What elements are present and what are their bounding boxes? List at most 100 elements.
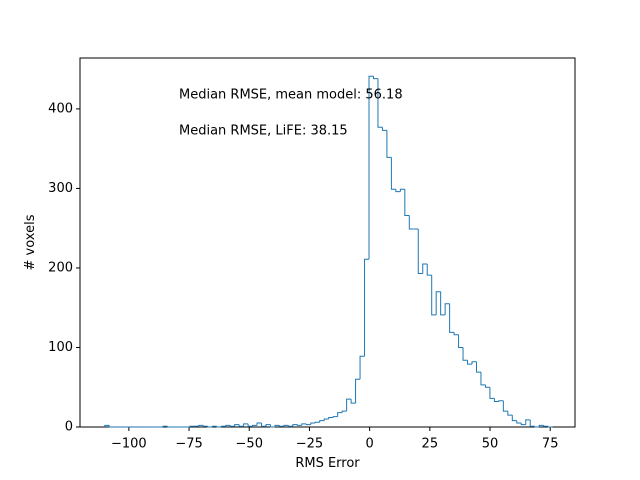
x-tick-label: −50 bbox=[236, 437, 263, 452]
annotation: Median RMSE, mean model: 56.18 bbox=[179, 88, 403, 103]
histogram-step bbox=[252, 424, 258, 427]
histogram-step bbox=[404, 189, 410, 216]
x-tick-label: 75 bbox=[542, 437, 559, 452]
x-tick-label: 0 bbox=[365, 437, 373, 452]
histogram-step bbox=[261, 423, 267, 427]
histogram-step bbox=[225, 424, 231, 427]
histogram-step bbox=[216, 426, 222, 428]
histogram-step bbox=[498, 400, 504, 402]
histogram-step bbox=[283, 424, 289, 427]
histogram-step bbox=[229, 425, 235, 427]
histogram-step bbox=[431, 275, 437, 316]
x-tick-label: −25 bbox=[296, 437, 323, 452]
x-tick-label: −75 bbox=[175, 437, 202, 452]
x-tick-label: 50 bbox=[482, 437, 499, 452]
histogram-step bbox=[234, 424, 240, 427]
histogram-step bbox=[453, 332, 459, 336]
histogram-step bbox=[458, 334, 464, 348]
histogram-step bbox=[350, 399, 356, 404]
histogram-step bbox=[310, 422, 316, 425]
histogram-step bbox=[538, 424, 544, 427]
histogram-step bbox=[471, 361, 477, 365]
histogram-step bbox=[296, 424, 302, 426]
histogram-step bbox=[265, 424, 271, 427]
histogram-step bbox=[247, 423, 253, 427]
histogram-step bbox=[529, 419, 535, 427]
histogram-step bbox=[346, 398, 352, 412]
annotation: Median RMSE, LiFE: 38.15 bbox=[179, 124, 348, 139]
histogram-step bbox=[104, 424, 110, 427]
histogram-step bbox=[220, 425, 226, 427]
histogram-step bbox=[381, 127, 387, 131]
histogram-step bbox=[243, 423, 249, 427]
y-tick-label: 400 bbox=[48, 101, 73, 116]
histogram-step bbox=[489, 387, 495, 399]
histogram-step bbox=[274, 424, 280, 427]
x-tick-label: 25 bbox=[422, 437, 439, 452]
histogram-step bbox=[390, 157, 396, 190]
histogram-step bbox=[534, 426, 540, 428]
histogram-step bbox=[543, 425, 549, 427]
plot-frame bbox=[79, 57, 576, 428]
histogram-step bbox=[377, 78, 383, 128]
histogram-step bbox=[202, 425, 208, 427]
histogram-step bbox=[368, 75, 374, 260]
histogram-step bbox=[480, 372, 486, 386]
histogram-step bbox=[440, 291, 446, 316]
histogram-step bbox=[108, 425, 114, 428]
histogram-step bbox=[386, 130, 392, 158]
histogram-step bbox=[475, 361, 481, 373]
histogram-step bbox=[355, 378, 361, 404]
histogram-step bbox=[207, 426, 213, 428]
histogram-step bbox=[166, 426, 172, 428]
histogram-step bbox=[256, 422, 262, 426]
histogram-step bbox=[269, 424, 275, 428]
histogram-step bbox=[422, 263, 428, 274]
histogram-step bbox=[511, 415, 517, 422]
histogram-step bbox=[467, 360, 473, 365]
histogram-step bbox=[162, 425, 168, 427]
histogram-step bbox=[444, 303, 450, 315]
histogram-step bbox=[301, 423, 307, 426]
histogram-step bbox=[198, 424, 204, 427]
histogram-step bbox=[341, 410, 347, 413]
histogram-step bbox=[493, 398, 499, 403]
histogram-step bbox=[484, 384, 490, 388]
histogram-step bbox=[332, 416, 338, 418]
histogram-step bbox=[319, 420, 325, 423]
y-tick-label: 100 bbox=[48, 340, 73, 355]
histogram-step bbox=[328, 416, 334, 420]
histogram-step bbox=[507, 411, 513, 416]
histogram-step bbox=[408, 215, 414, 230]
histogram-step bbox=[426, 263, 432, 276]
histogram-step bbox=[399, 188, 405, 192]
histogram-step bbox=[516, 420, 522, 424]
x-axis-label: RMS Error bbox=[295, 456, 360, 471]
histogram-step bbox=[395, 189, 401, 193]
histogram-step bbox=[520, 423, 526, 426]
y-tick-label: 300 bbox=[48, 181, 73, 196]
y-tick-label: 0 bbox=[65, 420, 73, 435]
histogram-step bbox=[238, 424, 244, 427]
histogram-step bbox=[305, 423, 311, 426]
histogram-step bbox=[337, 412, 343, 417]
histogram-step bbox=[292, 424, 298, 427]
histogram-step bbox=[189, 425, 195, 427]
x-tick-label: −100 bbox=[111, 437, 147, 452]
histogram-step bbox=[372, 76, 378, 80]
y-tick-label: 200 bbox=[48, 260, 73, 275]
histogram-step bbox=[525, 419, 531, 425]
histogram-step bbox=[449, 303, 455, 333]
histogram-step bbox=[435, 291, 441, 315]
histogram-step bbox=[417, 228, 423, 275]
histogram-step bbox=[547, 426, 553, 428]
histogram-step bbox=[364, 258, 370, 357]
histogram-step bbox=[359, 355, 365, 380]
histogram-step bbox=[278, 425, 284, 427]
histogram-step bbox=[502, 400, 508, 412]
histogram-step bbox=[314, 421, 320, 424]
histogram-step bbox=[211, 425, 217, 427]
histogram-step bbox=[462, 347, 468, 361]
histogram-step bbox=[323, 418, 329, 421]
